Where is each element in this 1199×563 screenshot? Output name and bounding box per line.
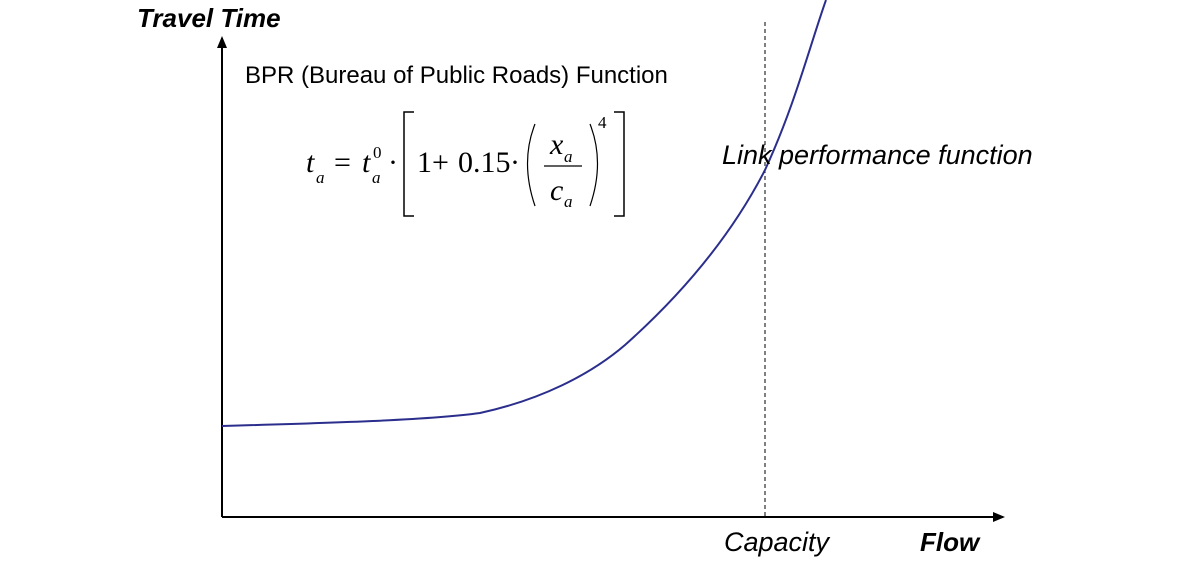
- formula-denominator: c: [550, 174, 563, 207]
- formula-heading: BPR (Bureau of Public Roads) Function: [245, 62, 668, 89]
- formula-lhs: t: [306, 146, 315, 179]
- formula-right-paren: [589, 123, 599, 207]
- formula-equals: =: [334, 146, 351, 179]
- x-axis-title: Flow: [920, 527, 980, 557]
- formula-numerator-subscript: a: [564, 147, 573, 166]
- formula-dot-2: ·: [510, 146, 520, 179]
- formula-left-paren: [526, 123, 536, 207]
- formula-coefficient: 0.15: [458, 146, 511, 179]
- formula-free-flow: t: [362, 146, 371, 179]
- formula-left-bracket: [403, 111, 414, 217]
- formula-right-bracket: [614, 111, 625, 217]
- formula-lhs-subscript: a: [316, 168, 325, 187]
- link-performance-curve: [221, 0, 827, 427]
- formula: t a = t 0 a · 1+ 0.15 · x a c a 4: [306, 113, 607, 211]
- formula-dot-1: ·: [388, 146, 398, 179]
- y-axis-title: Travel Time: [137, 3, 281, 33]
- formula-one-plus: 1+: [417, 146, 449, 179]
- capacity-label: Capacity: [724, 527, 830, 557]
- formula-exponent: 4: [598, 113, 607, 132]
- formula-denominator-subscript: a: [564, 192, 573, 211]
- formula-numerator: x: [549, 128, 564, 161]
- curve-label: Link performance function: [722, 140, 1033, 170]
- formula-free-flow-subscript: a: [372, 168, 381, 187]
- formula-free-flow-superscript: 0: [373, 143, 382, 162]
